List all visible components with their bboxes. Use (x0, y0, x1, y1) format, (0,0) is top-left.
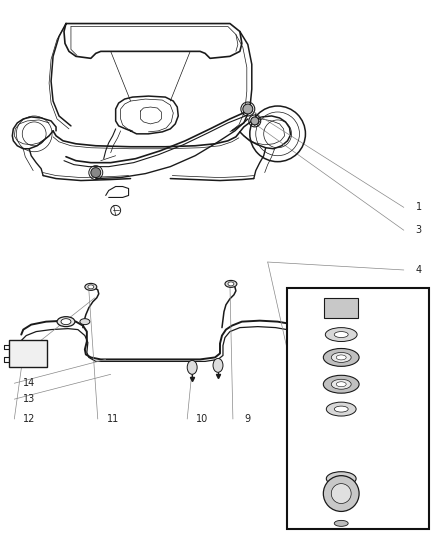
Ellipse shape (323, 375, 359, 393)
Text: 7: 7 (416, 365, 422, 374)
Circle shape (251, 117, 259, 125)
Ellipse shape (187, 360, 197, 374)
Ellipse shape (228, 282, 234, 286)
Ellipse shape (85, 284, 97, 290)
Ellipse shape (61, 319, 71, 325)
Text: 5: 5 (416, 301, 422, 311)
Circle shape (91, 168, 101, 177)
Ellipse shape (334, 406, 348, 412)
Text: 9: 9 (245, 414, 251, 424)
Ellipse shape (57, 317, 75, 327)
Text: 3: 3 (416, 225, 422, 235)
Circle shape (323, 475, 359, 512)
Text: 1: 1 (416, 203, 422, 212)
Bar (324, 298, 358, 318)
Ellipse shape (326, 402, 356, 416)
Text: 10: 10 (196, 414, 208, 424)
Ellipse shape (88, 285, 94, 289)
Text: 2: 2 (416, 487, 422, 497)
Text: 8: 8 (416, 441, 422, 451)
Text: 11: 11 (106, 414, 119, 424)
Bar (286, 288, 429, 529)
Bar (9, 340, 47, 367)
Ellipse shape (323, 349, 359, 366)
Text: 4: 4 (416, 265, 422, 275)
Ellipse shape (325, 328, 357, 342)
Circle shape (243, 104, 253, 114)
Ellipse shape (80, 319, 90, 325)
Ellipse shape (336, 355, 346, 360)
Ellipse shape (213, 358, 223, 373)
Ellipse shape (331, 379, 351, 389)
Text: 15: 15 (23, 357, 35, 366)
Ellipse shape (334, 520, 348, 527)
Text: 13: 13 (23, 394, 35, 404)
Ellipse shape (225, 280, 237, 287)
Text: 6: 6 (416, 329, 422, 340)
Ellipse shape (336, 382, 346, 387)
Ellipse shape (331, 352, 351, 362)
Circle shape (331, 483, 351, 504)
Text: 14: 14 (23, 378, 35, 388)
Ellipse shape (334, 332, 348, 337)
Text: 12: 12 (23, 414, 35, 424)
Ellipse shape (326, 472, 356, 486)
Text: 6: 6 (416, 404, 422, 414)
